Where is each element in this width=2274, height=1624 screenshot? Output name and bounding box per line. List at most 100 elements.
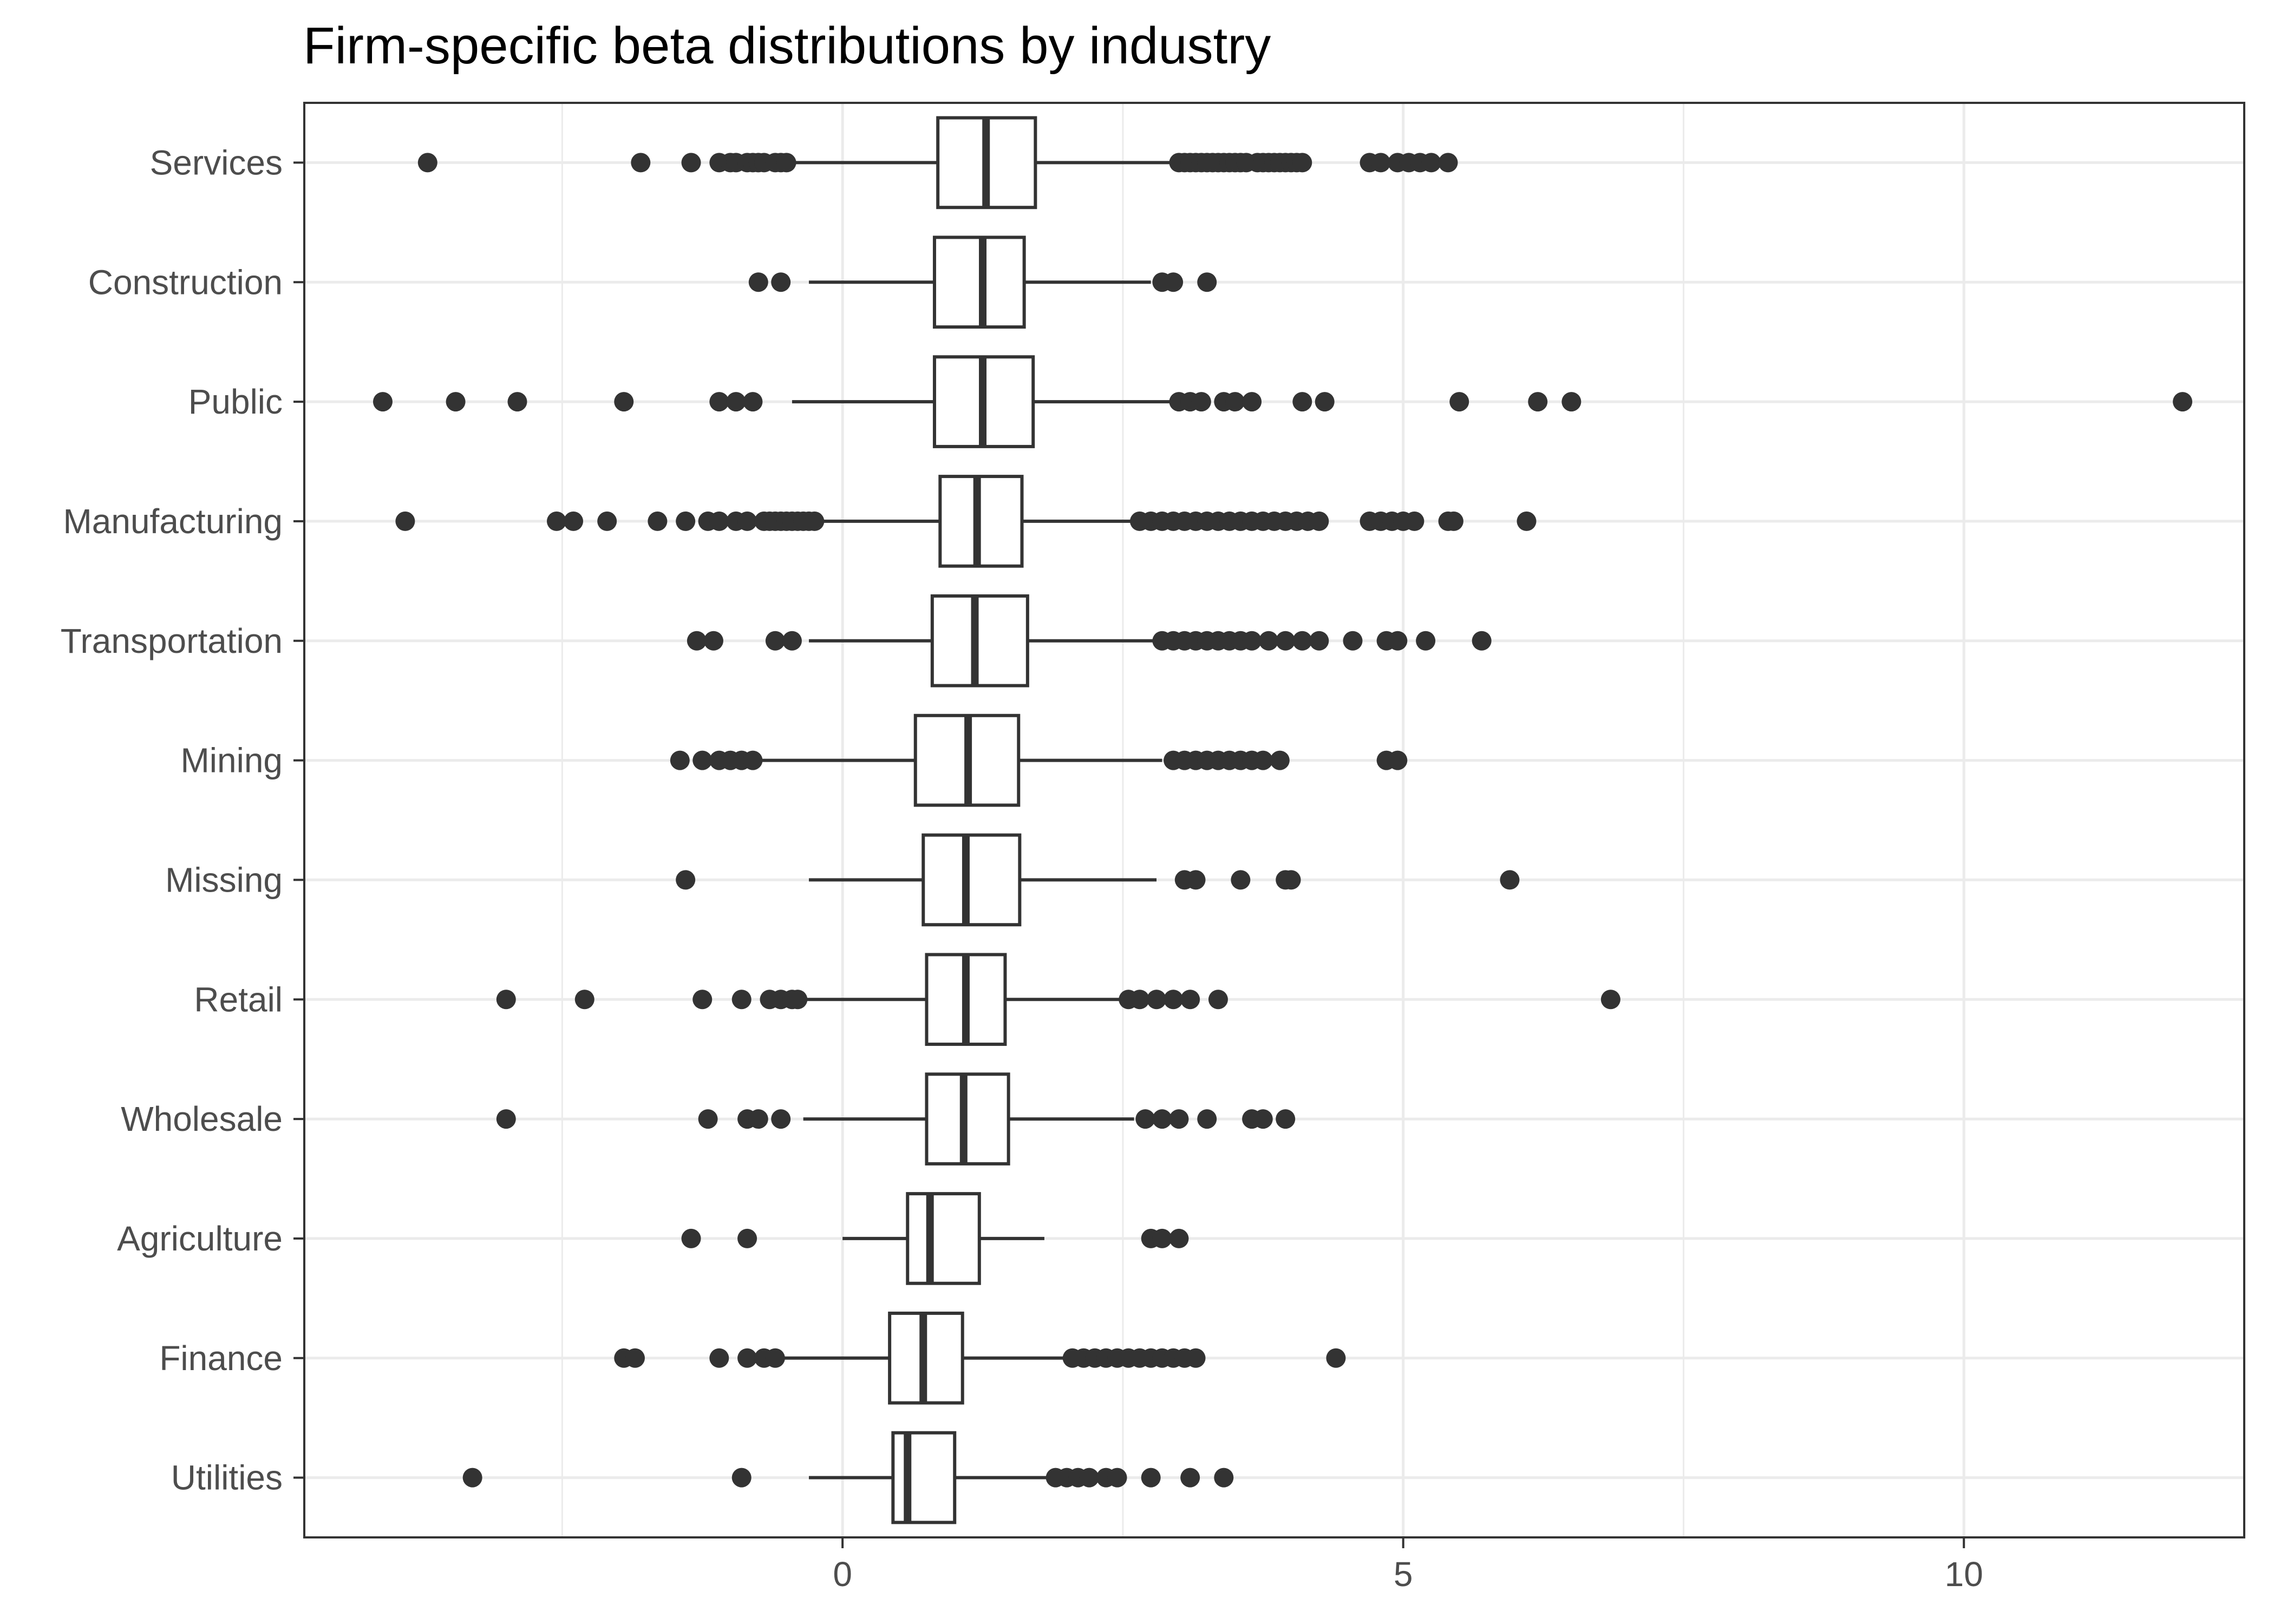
outlier-point [1231, 870, 1251, 890]
axis-layer: 0 5 10 Services Construction Public Manufactur… [61, 143, 1983, 1594]
x-tick-label: 0 [833, 1555, 852, 1594]
box-layer [758, 116, 1174, 1524]
outlier-point [1242, 631, 1262, 651]
outlier-point [1561, 392, 1582, 412]
outlier-point [1416, 631, 1436, 651]
outlier-point [692, 990, 713, 1010]
outlier-point [676, 511, 696, 531]
outlier-point [731, 1468, 752, 1488]
outlier-point [743, 750, 763, 770]
outlier-point [1388, 631, 1408, 651]
y-tick-label-retail: Retail [194, 980, 283, 1019]
outlier-point [737, 511, 757, 531]
outlier-point [771, 1109, 791, 1129]
outlier-point [1129, 990, 1149, 1010]
outlier-point [1191, 392, 1211, 412]
box-wholesale [925, 1072, 1010, 1165]
outlier-point [771, 272, 791, 292]
panel-border [303, 102, 2245, 1538]
outlier-point [1292, 392, 1312, 412]
outlier-point [1208, 990, 1228, 1010]
y-tick-label-finance: Finance [159, 1339, 283, 1378]
outlier-point [1276, 631, 1296, 651]
y-tick-label-public: Public [188, 382, 283, 421]
box-transportation [930, 594, 1029, 687]
box-missing [922, 833, 1022, 927]
outlier-point [1472, 631, 1492, 651]
outlier-point [1147, 990, 1167, 1010]
outlier-point [1500, 870, 1520, 890]
outlier-point [1443, 511, 1463, 531]
outlier-point [1164, 990, 1184, 1010]
outlier-point [564, 511, 584, 531]
outlier-point [1276, 1109, 1296, 1129]
outlier-point [1197, 272, 1217, 292]
outlier-point [1388, 750, 1408, 770]
outlier-point [2173, 392, 2193, 412]
outlier-point [765, 1348, 785, 1368]
outlier-point [1169, 1228, 1189, 1248]
outlier-point [1326, 1348, 1346, 1368]
outlier-point [1253, 750, 1273, 770]
outlier-point [631, 153, 651, 173]
outlier-point [1309, 511, 1329, 531]
outlier-point [1259, 631, 1279, 651]
outlier-point [1180, 990, 1200, 1010]
outlier-point [614, 392, 634, 412]
outlier-point [687, 631, 707, 651]
outlier-point [1281, 870, 1301, 890]
box-utilities [891, 1431, 957, 1524]
box-agriculture [906, 1192, 981, 1285]
outlier-point [1253, 1109, 1273, 1129]
x-tick-label: 10 [1945, 1555, 1983, 1594]
grid-lines [304, 103, 2244, 1537]
outlier-point [1315, 392, 1335, 412]
outlier-point [709, 392, 729, 412]
y-tick-label-transportation: Transportation [61, 621, 283, 660]
outlier-point [1270, 750, 1290, 770]
outlier-point [805, 511, 825, 531]
y-tick-label-mining: Mining [180, 741, 283, 780]
outlier-point [1164, 272, 1184, 292]
outlier-point [1600, 990, 1620, 1010]
outlier-point [648, 511, 668, 531]
outlier-point [681, 1228, 701, 1248]
outlier-point [709, 511, 729, 531]
outlier-point [462, 1468, 482, 1488]
outlier-point [703, 631, 723, 651]
outlier-point [1152, 1228, 1172, 1248]
outlier-layer [373, 153, 2193, 1488]
outlier-point [496, 1109, 516, 1129]
outlier-point [574, 990, 594, 1010]
outlier-point [1449, 392, 1469, 412]
outlier-point [507, 392, 527, 412]
y-tick-label-utilities: Utilities [171, 1458, 283, 1497]
outlier-point [788, 990, 808, 1010]
outlier-point [776, 153, 796, 173]
outlier-point [1180, 1468, 1200, 1488]
outlier-point [597, 511, 617, 531]
outlier-point [731, 990, 752, 1010]
outlier-point [1186, 870, 1206, 890]
outlier-point [1292, 631, 1312, 651]
y-tick-label-construction: Construction [88, 263, 283, 302]
outlier-point [1242, 392, 1262, 412]
outlier-point [737, 1348, 757, 1368]
outlier-point [373, 392, 393, 412]
outlier-point [726, 392, 746, 412]
outlier-point [1528, 392, 1548, 412]
outlier-point [446, 392, 466, 412]
chart-title: Firm-specific beta distributions by indu… [303, 17, 1271, 75]
outlier-point [1141, 1468, 1161, 1488]
outlier-point [748, 272, 768, 292]
outlier-point [681, 153, 701, 173]
outlier-point [1438, 153, 1458, 173]
outlier-point [692, 750, 713, 770]
outlier-point [709, 1348, 729, 1368]
outlier-point [1135, 1109, 1155, 1129]
outlier-point [782, 631, 802, 651]
y-tick-label-manufacturing: Manufacturing [63, 502, 283, 541]
y-tick-label-services: Services [150, 143, 283, 182]
outlier-point [748, 1109, 768, 1129]
outlier-point [546, 511, 566, 531]
